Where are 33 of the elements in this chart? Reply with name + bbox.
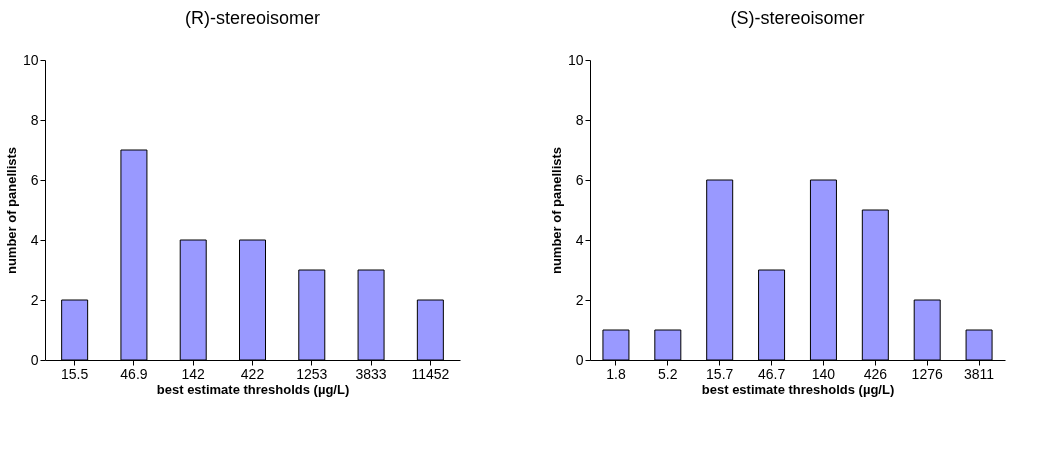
chart-title: (R)-stereoisomer bbox=[184, 8, 321, 28]
y-tick-label: 2 bbox=[575, 291, 584, 308]
y-tick-label: 8 bbox=[575, 111, 584, 128]
y-tick-label: 8 bbox=[30, 111, 39, 128]
y-tick-label: 10 bbox=[22, 51, 39, 68]
chart-title: (S)-stereoisomer bbox=[730, 8, 865, 28]
x-tick-label: 426 bbox=[863, 365, 888, 382]
x-tick-label: 15.7 bbox=[706, 365, 734, 382]
x-tick-label: 15.5 bbox=[61, 365, 89, 382]
y-axis-title: number of panellists bbox=[3, 146, 19, 275]
x-tick-label: 140 bbox=[811, 365, 836, 382]
x-tick-label: 46.9 bbox=[120, 365, 148, 382]
y-axis-title: number of panellists bbox=[548, 146, 564, 275]
y-tick-label: 6 bbox=[575, 171, 584, 188]
x-tick-label: 1253 bbox=[296, 365, 328, 382]
y-tick-label: 0 bbox=[30, 351, 39, 368]
y-tick-label: 0 bbox=[575, 351, 584, 368]
y-tick-label: 2 bbox=[30, 291, 39, 308]
x-tick-label: 46.7 bbox=[757, 365, 786, 382]
x-tick-label: 3811 bbox=[964, 365, 995, 382]
y-tick-label: 4 bbox=[30, 231, 39, 248]
x-tick-label: 1276 bbox=[911, 365, 943, 382]
x-tick-label: 1.8 bbox=[606, 365, 626, 382]
x-tick-label: 11452 bbox=[411, 365, 450, 382]
x-axis-title: best estimate thresholds (µg/L) bbox=[701, 381, 895, 397]
x-tick-label: 3833 bbox=[355, 365, 387, 382]
x-tick-label: 142 bbox=[181, 365, 206, 382]
y-tick-label: 10 bbox=[567, 51, 584, 68]
x-tick-label: 422 bbox=[240, 365, 265, 382]
x-tick-label: 5.2 bbox=[658, 365, 678, 382]
y-tick-label: 4 bbox=[575, 231, 584, 248]
y-tick-label: 6 bbox=[30, 171, 39, 188]
x-axis-title: best estimate thresholds (µg/L) bbox=[156, 381, 350, 397]
